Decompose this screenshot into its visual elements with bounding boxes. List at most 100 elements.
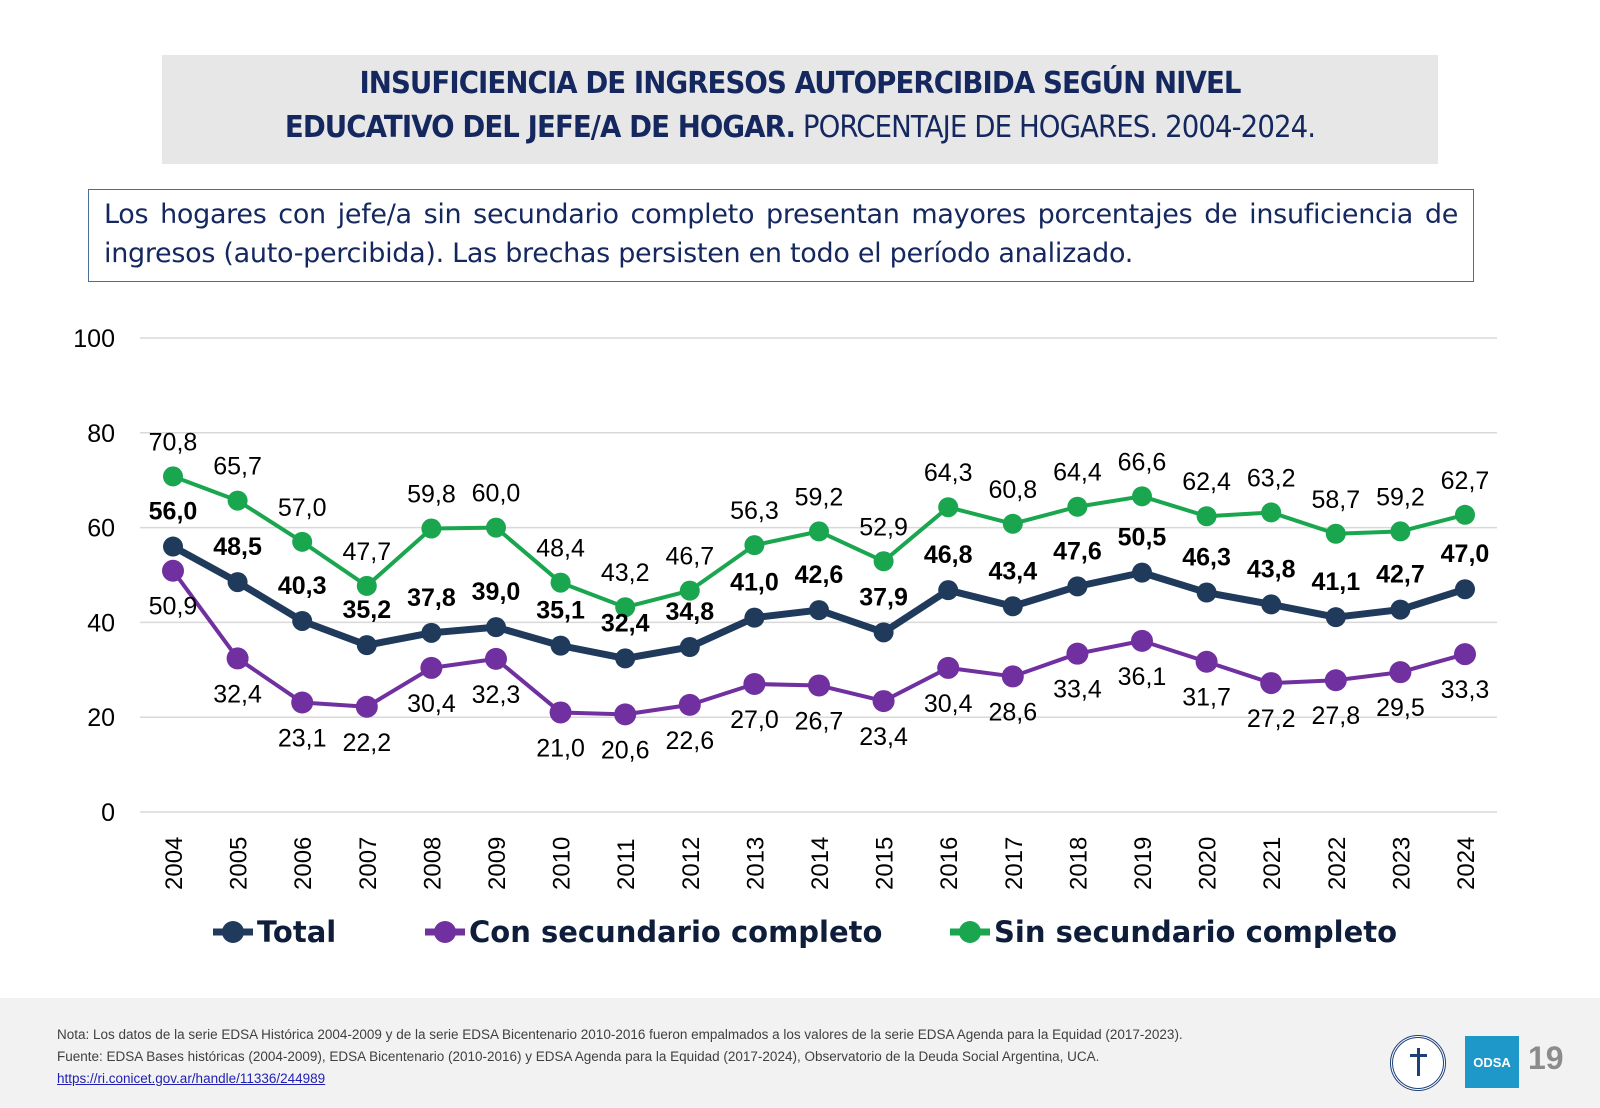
data-point	[938, 580, 959, 601]
data-label: 65,7	[213, 453, 262, 481]
data-label: 59,2	[1376, 483, 1425, 511]
data-label: 47,0	[1441, 540, 1490, 568]
data-point	[1196, 506, 1217, 527]
x-tick-label: 2012	[678, 837, 705, 890]
data-point	[486, 617, 506, 638]
data-point	[421, 622, 442, 643]
x-tick-label: 2020	[1195, 837, 1222, 890]
x-tick-label: 2023	[1388, 837, 1415, 890]
title-line-2: EDUCATIVO DEL JEFE/A DE HOGAR. PORCENTAJ…	[213, 106, 1387, 150]
data-label: 50,5	[1118, 524, 1167, 552]
data-label: 30,4	[407, 690, 456, 718]
data-labels: 56,0 48,5 40,3 35,2 37,8 39,0 35,1 32,4 34,8 41,0…	[149, 428, 1490, 764]
data-point	[679, 637, 700, 658]
data-label: 31,7	[1182, 684, 1231, 712]
legend-label: Con secundario completo	[469, 915, 882, 949]
legend-marker	[959, 921, 981, 943]
legend-label: Total	[257, 915, 336, 949]
data-label: 20,6	[601, 736, 650, 764]
data-point	[486, 517, 506, 538]
data-point	[744, 607, 765, 628]
data-label: 27,2	[1247, 705, 1296, 733]
source-link[interactable]: https://ri.conicet.gov.ar/handle/11336/2…	[57, 1071, 326, 1086]
data-label: 70,8	[149, 428, 198, 456]
page-number: 19	[1528, 1040, 1564, 1076]
data-point	[743, 673, 766, 696]
series-sin-secundario-completo	[163, 466, 1475, 618]
footer-notes: Nota: Los datos de la serie EDSA Históri…	[57, 1024, 1183, 1090]
data-label: 23,1	[278, 725, 327, 753]
x-tick-label: 2014	[807, 837, 834, 890]
data-label: 27,8	[1311, 702, 1360, 730]
data-point	[678, 693, 701, 716]
data-point	[550, 572, 571, 593]
data-label: 23,4	[859, 723, 908, 751]
y-tick-label: 0	[101, 799, 115, 827]
data-label: 43,4	[988, 557, 1037, 585]
summary-box: Los hogares con jefe/a sin secundario co…	[88, 189, 1474, 282]
data-label: 33,3	[1441, 676, 1490, 704]
data-label: 35,1	[536, 597, 585, 625]
title-line-1: INSUFICIENCIA DE INGRESOS AUTOPERCIBIDA …	[359, 66, 1241, 101]
legend-marker	[434, 921, 456, 943]
data-label: 21,0	[536, 734, 585, 762]
x-tick-label: 2008	[419, 837, 446, 890]
data-point	[1325, 607, 1346, 628]
data-label: 47,6	[1053, 537, 1102, 565]
data-label: 34,8	[665, 598, 714, 626]
uca-seal-logo	[1390, 1035, 1446, 1091]
x-tick-label: 2015	[872, 837, 899, 890]
data-label: 66,6	[1118, 448, 1167, 476]
data-point	[615, 597, 636, 618]
data-label: 59,2	[795, 483, 844, 511]
data-point	[1066, 642, 1089, 665]
data-point	[1455, 504, 1475, 525]
data-point	[1324, 669, 1347, 692]
data-point	[1389, 661, 1412, 684]
data-point	[550, 635, 571, 656]
x-tick-label: 2022	[1324, 837, 1351, 890]
data-label: 32,3	[472, 681, 521, 709]
data-label: 28,6	[988, 698, 1037, 726]
data-label: 32,4	[601, 609, 650, 637]
x-tick-label: 2013	[742, 837, 769, 890]
x-tick-label: 2019	[1130, 837, 1157, 890]
line-chart: 0 20 40 60 80 100 2004 2005 2006 2007 2008 2009 201…	[73, 325, 1497, 949]
x-axis-ticks: 2004 2005 2006 2007 2008 2009 2010 2011 2012 2013…	[161, 837, 1480, 890]
data-point	[1390, 521, 1411, 542]
data-label: 30,4	[924, 690, 973, 718]
x-tick-label: 2007	[355, 837, 382, 890]
data-point	[1002, 596, 1023, 617]
source-text: Fuente: EDSA Bases históricas (2004-2009…	[57, 1049, 1100, 1064]
data-point	[162, 559, 184, 582]
y-axis-ticks: 0 20 40 60 80 100	[73, 325, 115, 827]
data-label: 22,2	[342, 729, 391, 757]
data-point	[1455, 579, 1475, 600]
x-tick-label: 2011	[613, 838, 640, 890]
data-label: 58,7	[1311, 486, 1360, 514]
data-point	[1067, 496, 1088, 517]
data-point	[1132, 486, 1152, 507]
series-lines	[162, 466, 1476, 726]
data-label: 62,7	[1441, 467, 1490, 495]
data-label: 35,2	[342, 596, 391, 624]
title-subtitle: PORCENTAJE DE HOGARES. 2004-2024.	[795, 110, 1316, 145]
data-point	[549, 701, 572, 724]
data-point	[227, 490, 248, 511]
data-point	[744, 535, 765, 556]
x-tick-label: 2009	[484, 837, 511, 890]
data-point	[163, 536, 183, 557]
data-point	[356, 575, 377, 596]
data-point	[808, 674, 830, 697]
legend-marker	[222, 921, 244, 943]
data-point	[1002, 513, 1023, 534]
y-tick-label: 60	[87, 515, 115, 543]
data-point	[485, 647, 507, 670]
x-tick-label: 2024	[1453, 837, 1480, 890]
data-point	[1001, 665, 1024, 688]
data-point	[1067, 576, 1088, 597]
data-point	[292, 531, 313, 552]
data-point	[355, 695, 378, 718]
data-point	[1454, 643, 1476, 666]
data-label: 37,8	[407, 584, 456, 612]
